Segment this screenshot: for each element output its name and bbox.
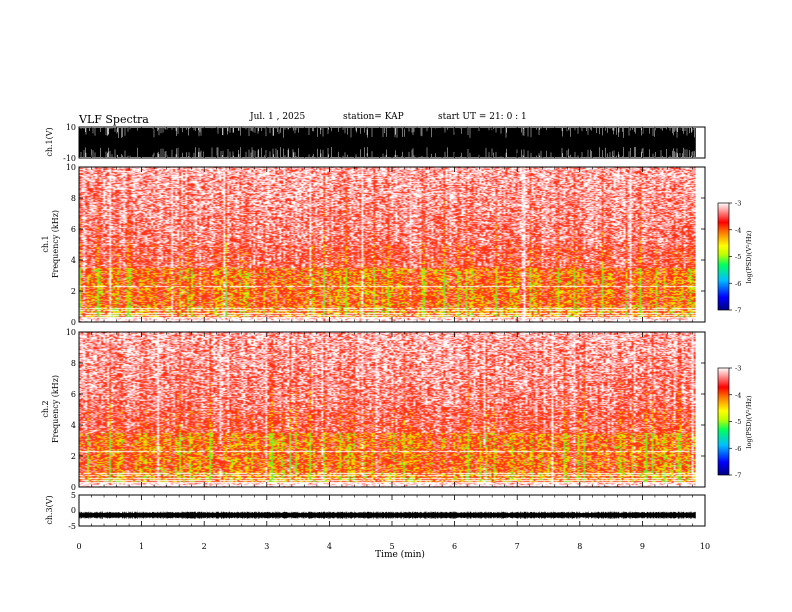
ch1-ytick-bottom: -10 [63,154,76,163]
ch3-waveform-trace [78,511,696,519]
ch1-spectrogram-panel: ch.1 Frequency (kHz) 0 2 4 6 8 10 [41,163,706,327]
time-tick-label: 5 [389,542,394,551]
time-tick-label: 6 [452,542,457,551]
ch2-spectrogram-ylabel-frequency: Frequency (kHz) [51,375,60,443]
ch1-waveform-ylabel: ch.1(V) [45,127,54,156]
ch3-waveform-panel: ch.3(V) 5 0 -5 [45,491,706,531]
ch2-spectrogram-ytick-label: 4 [71,421,76,430]
time-tick-label: 3 [264,542,269,551]
ch2-colorbar: -7 -6 -5 -4 -3 log(PSD)(V²/Hz) [717,365,753,480]
ch2-spectrogram-ylabel-channel: ch.2 [41,400,50,417]
ch1-spectrogram-ylabel-frequency: Frequency (kHz) [51,210,60,278]
ch2-colorbar-gradient [717,367,730,476]
time-axis-ticks [78,127,706,526]
ch2-colorbar-tick-label: -7 [735,472,741,480]
ch1-colorbar-tick-label: -6 [735,280,741,288]
ch1-spectrogram-ytick-label: 6 [71,225,76,234]
station-label: station= KAP [343,112,404,122]
ch1-waveform-trace [78,128,696,157]
ch1-colorbar-ticks: -7 -6 -5 -4 -3 [729,200,741,315]
time-tick-label: 10 [700,542,710,551]
ch1-colorbar-gradient [717,202,730,311]
ch1-waveform-line [78,128,696,157]
ch3-waveform-line [78,511,696,519]
ch1-colorbar-tick-label: -5 [735,253,741,261]
date-label: Jul. 1 , 2025 [250,112,306,122]
ch2-spectrogram-yticks: 0 2 4 6 8 10 [66,328,705,492]
ch1-colorbar-tick-label: -3 [735,200,741,208]
time-tick-label: 7 [515,542,520,551]
ch1-spectrogram-ytick-label: 0 [71,318,76,327]
ch1-colorbar: -7 -6 -5 -4 -3 log(PSD)(V²/Hz) [717,200,753,315]
ch2-colorbar-tick-label: -4 [735,391,741,399]
ch1-waveform-panel: ch.1(V) 10 -10 [45,123,706,163]
ch2-spectrogram-ytick-label: 10 [66,328,76,337]
ch1-spectrogram-yticks: 0 2 4 6 8 10 [66,163,705,327]
ch3-ytick-0: 0 [71,506,76,515]
ch1-ytick-top: 10 [66,123,76,132]
ch2-colorbar-tick-label: -5 [735,418,741,426]
time-tick-label: 4 [327,542,332,551]
ch3-waveform-ylabel: ch.3(V) [45,495,54,524]
ch2-colorbar-ticks: -7 -6 -5 -4 -3 [729,365,741,480]
ch2-colorbar-tick-label: -3 [735,365,741,373]
time-tick-label: 1 [139,542,144,551]
start-time-label: start UT = 21: 0 : 1 [438,112,527,122]
ch3-ytick-neg5: -5 [68,522,76,531]
time-axis-tick-labels: 0 1 2 3 4 5 6 7 8 9 10 [76,542,710,551]
ch2-spectrogram-ytick-label: 0 [71,483,76,492]
ch1-spectrogram-ytick-label: 2 [71,287,76,296]
ch2-spectrogram-ytick-label: 2 [71,452,76,461]
ch1-colorbar-label: log(PSD)(V²/Hz) [745,230,753,283]
ch1-spectrogram-ylabel-channel: ch.1 [41,235,50,252]
ch2-spectrogram-ytick-label: 8 [71,359,76,368]
ch1-colorbar-tick-label: -7 [735,307,741,315]
ch1-colorbar-tick-label: -4 [735,226,741,234]
ch1-spectrogram-ytick-label: 4 [71,256,76,265]
time-tick-label: 2 [202,542,207,551]
ch2-spectrogram-image [79,332,696,487]
ch1-spectrogram-image [79,167,696,322]
time-tick-label: 0 [76,542,81,551]
ch3-ytick-5: 5 [71,491,76,500]
chart-title: VLF Spectra [79,113,149,126]
ch2-spectrogram-ytick-label: 6 [71,390,76,399]
ch2-colorbar-tick-label: -6 [735,445,741,453]
time-tick-label: 8 [577,542,582,551]
ch1-spectrogram-ytick-label: 10 [66,163,76,172]
time-axis-label: Time (min) [375,549,425,560]
ch2-spectrogram-panel: ch.2 Frequency (kHz) 0 2 4 6 8 10 [41,328,706,492]
ch1-spectrogram-ytick-label: 8 [71,194,76,203]
ch2-colorbar-label: log(PSD)(V²/Hz) [745,395,753,448]
time-tick-label: 9 [640,542,645,551]
